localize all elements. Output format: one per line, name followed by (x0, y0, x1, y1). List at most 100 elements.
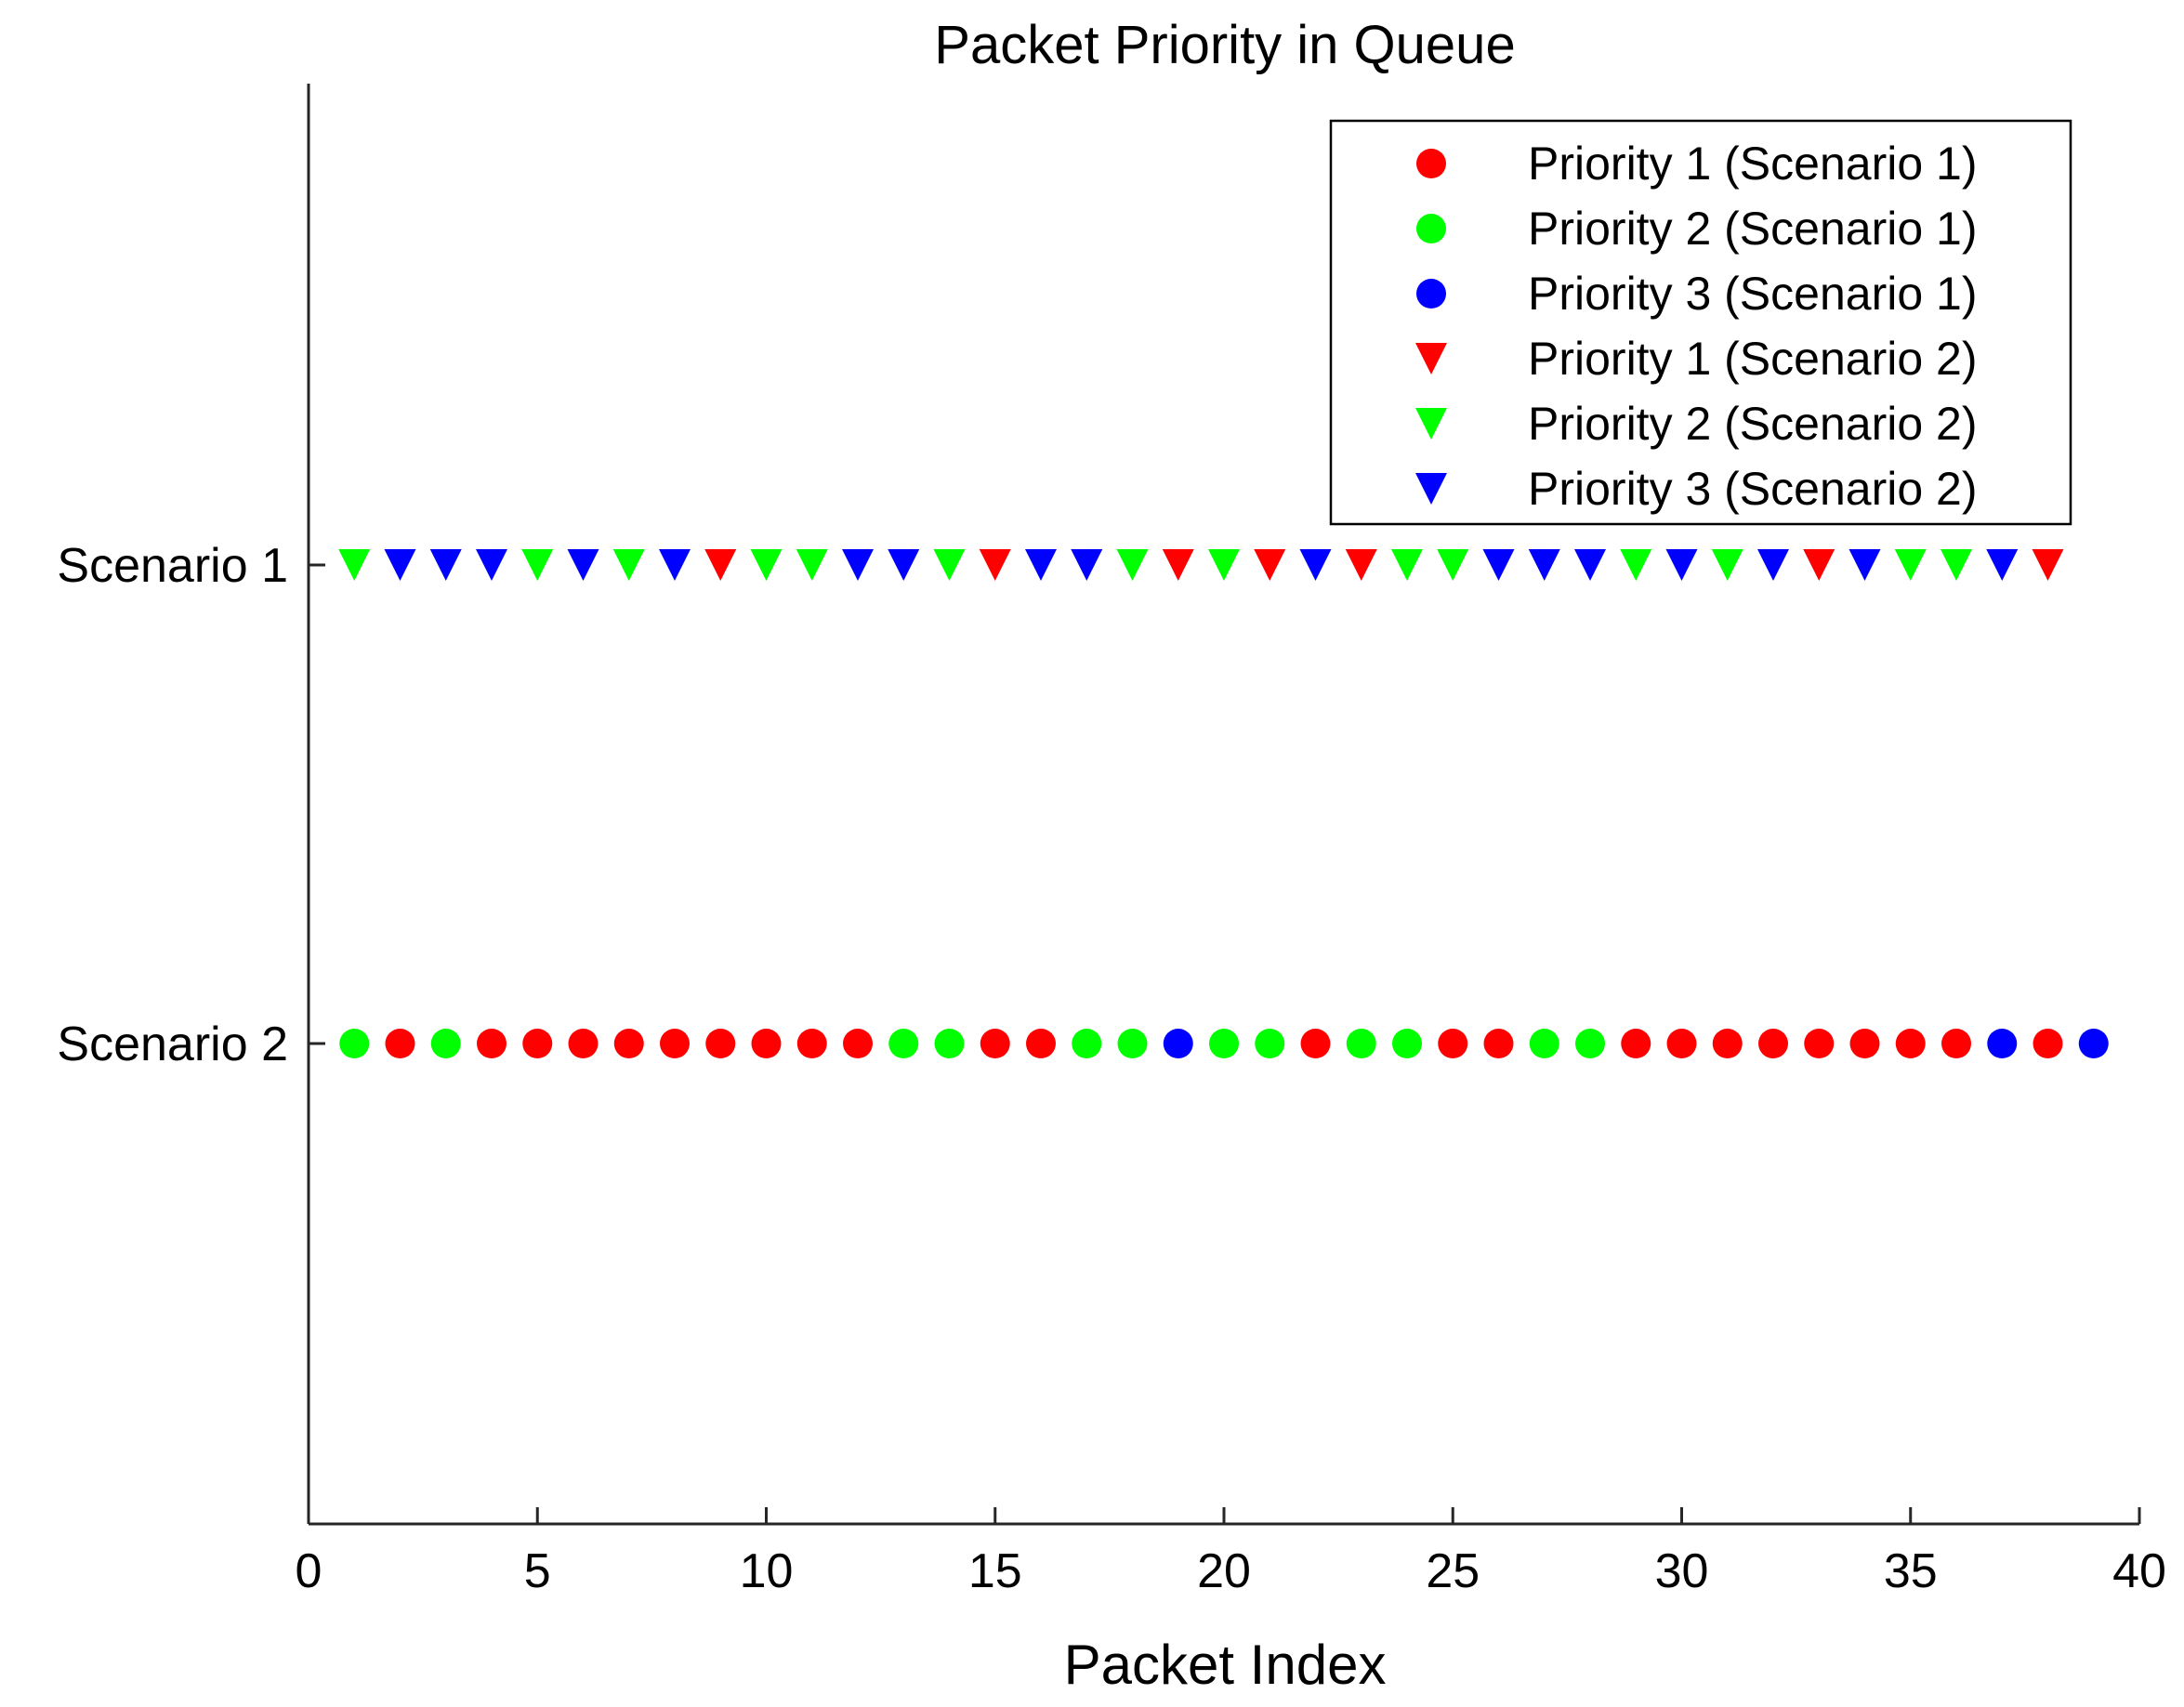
data-point-triangle (521, 549, 554, 581)
x-tick-label: 40 (2112, 1544, 2166, 1598)
data-point-circle (1621, 1029, 1651, 1058)
data-point-triangle (888, 549, 920, 581)
data-point-triangle (1254, 549, 1286, 581)
x-tick-label: 35 (1884, 1544, 1938, 1598)
data-point-circle (1209, 1029, 1239, 1058)
data-point-circle (980, 1029, 1010, 1058)
x-tick-label: 20 (1197, 1544, 1251, 1598)
data-point-triangle (2032, 549, 2064, 581)
x-tick-label: 15 (968, 1544, 1022, 1598)
series-priority-1-scenario-2 (704, 549, 2064, 581)
data-point-circle (1804, 1029, 1835, 1058)
data-point-circle (385, 1029, 415, 1058)
legend-entry-label: Priority 1 (Scenario 2) (1528, 333, 1978, 385)
data-point-circle (568, 1029, 599, 1058)
data-point-triangle (1482, 549, 1515, 581)
data-point-circle (888, 1029, 919, 1058)
data-point-circle (339, 1029, 370, 1058)
data-point-circle (705, 1029, 736, 1058)
data-point-circle (1255, 1029, 1285, 1058)
data-point-circle (1849, 1029, 1880, 1058)
data-point-triangle (384, 549, 416, 581)
data-point-triangle (933, 549, 966, 581)
data-point-triangle (338, 549, 371, 581)
data-point-triangle (1528, 549, 1560, 581)
data-point-triangle (796, 549, 828, 581)
data-point-circle (2078, 1029, 2109, 1058)
legend-marker (1416, 149, 1446, 178)
data-point-circle (1026, 1029, 1056, 1058)
data-point-circle (1163, 1029, 1193, 1058)
data-point-triangle (1757, 549, 1789, 581)
data-point-circle (477, 1029, 507, 1058)
data-point-circle (796, 1029, 827, 1058)
data-point-triangle (1345, 549, 1377, 581)
data-point-triangle (476, 549, 507, 581)
data-point-triangle (750, 549, 783, 581)
legend-box (1329, 119, 2072, 526)
data-point-circle (430, 1029, 461, 1058)
data-point-circle (522, 1029, 553, 1058)
data-point-triangle (1025, 549, 1057, 581)
x-ticks: 0 5 10 15 20 25 30 35 40 (296, 1507, 2166, 1598)
data-point-circle (1895, 1029, 1926, 1058)
data-point-triangle (704, 549, 737, 581)
data-point-circle (1346, 1029, 1376, 1058)
x-axis-label: Packet Index (1064, 1634, 1387, 1696)
legend-entry-label: Priority 3 (Scenario 1) (1528, 268, 1978, 320)
data-point-circle (843, 1029, 873, 1058)
data-point-circle (1392, 1029, 1422, 1058)
data-point-triangle (1437, 549, 1469, 581)
data-point-triangle (1116, 549, 1149, 581)
series-priority-1-scenario-1 (385, 1029, 2063, 1058)
data-point-triangle (612, 549, 645, 581)
y-tick-label: Scenario 2 (57, 1018, 288, 1071)
data-point-triangle (429, 549, 462, 581)
data-points (338, 549, 2109, 1058)
data-point-circle (1117, 1029, 1148, 1058)
data-point-triangle (1711, 549, 1743, 581)
data-point-triangle (1391, 549, 1423, 581)
data-point-circle (2033, 1029, 2063, 1058)
legend: Priority 1 (Scenario 1) Priority 2 (Scena… (1329, 119, 2072, 526)
data-point-circle (1666, 1029, 1697, 1058)
series-priority-2-scenario-1 (339, 1029, 1605, 1058)
legend-marker (1416, 214, 1446, 243)
data-point-triangle (1941, 549, 1972, 581)
data-point-triangle (1574, 549, 1606, 581)
legend-entry-label: Priority 2 (Scenario 2) (1528, 398, 1978, 450)
x-tick-label: 25 (1426, 1544, 1480, 1598)
data-point-circle (1575, 1029, 1605, 1058)
data-point-circle (1941, 1029, 1971, 1058)
legend-entry-label: Priority 3 (Scenario 2) (1528, 463, 1978, 515)
data-point-triangle (1162, 549, 1194, 581)
legend-marker (1416, 279, 1446, 309)
y-ticks: Scenario 1 Scenario 2 (57, 539, 325, 1071)
series-priority-3-scenario-1 (1163, 1029, 2109, 1058)
data-point-circle (1438, 1029, 1468, 1058)
data-point-circle (1300, 1029, 1331, 1058)
data-point-triangle (1803, 549, 1835, 581)
data-point-triangle (567, 549, 599, 581)
data-point-triangle (842, 549, 874, 581)
legend-marker (1415, 408, 1447, 440)
data-point-triangle (1849, 549, 1881, 581)
data-point-triangle (1071, 549, 1103, 581)
legend-entry-label: Priority 1 (Scenario 1) (1528, 138, 1978, 190)
series-priority-2-scenario-2 (338, 549, 1972, 581)
y-tick-label: Scenario 1 (57, 539, 288, 593)
data-point-circle (1712, 1029, 1743, 1058)
data-point-triangle (1894, 549, 1927, 581)
data-point-triangle (1299, 549, 1332, 581)
data-point-triangle (659, 549, 691, 581)
legend-marker (1415, 473, 1447, 505)
data-point-triangle (1208, 549, 1240, 581)
x-tick-label: 10 (740, 1544, 794, 1598)
data-point-triangle (1665, 549, 1698, 581)
legend-entry-label: Priority 2 (Scenario 1) (1528, 203, 1978, 255)
data-point-circle (1758, 1029, 1788, 1058)
series-priority-3-scenario-2 (384, 549, 2019, 581)
chart-title: Packet Priority in Queue (934, 15, 1515, 75)
data-point-triangle (979, 549, 1011, 581)
